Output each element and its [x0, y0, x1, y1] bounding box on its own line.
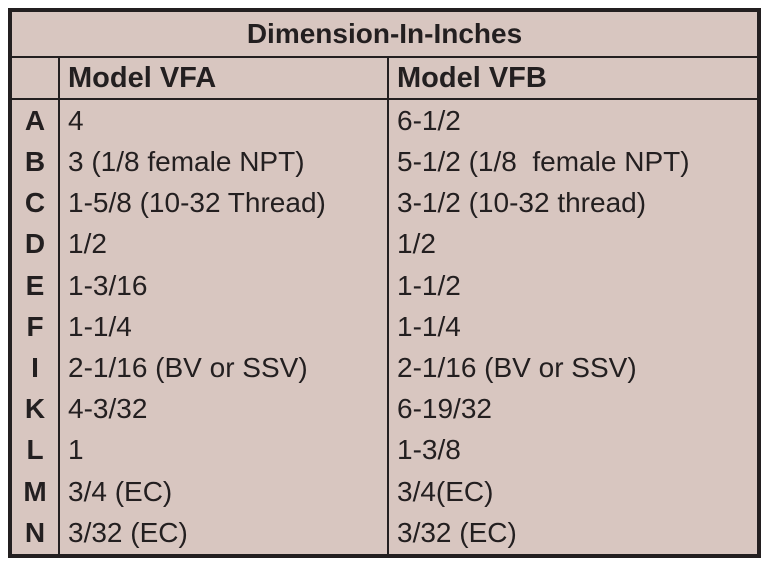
header-row: Model VFA Model VFB [9, 56, 760, 100]
table-row: A 4 6-1/2 [9, 99, 760, 142]
cell: 3-1/2 (10-32 thread) [387, 182, 760, 224]
row-key: B [9, 141, 60, 183]
row-key: K [9, 388, 60, 430]
cell: 3 (1/8 female NPT) [58, 141, 389, 183]
cell: 1-3/16 [58, 265, 389, 307]
row-key: C [9, 182, 60, 224]
title-row: Dimension-In-Inches [9, 9, 760, 58]
table-title: Dimension-In-Inches [9, 9, 760, 58]
table-row: F 1-1/4 1-1/4 [9, 306, 760, 348]
cell: 1-1/4 [58, 306, 389, 348]
row-key: D [9, 223, 60, 266]
table-row: E 1-3/16 1-1/2 [9, 265, 760, 307]
row-key: I [9, 347, 60, 389]
cell: 1-1/4 [387, 306, 760, 348]
table-body: A 4 6-1/2 B 3 (1/8 female NPT) 5-1/2 (1/8 fem… [9, 99, 760, 556]
header-blank [9, 56, 60, 100]
row-key: E [9, 265, 60, 307]
table-row: K 4-3/32 6-19/32 [9, 388, 760, 430]
cell: 6-1/2 [387, 99, 760, 142]
cell: 5-1/2 (1/8 female NPT) [387, 141, 760, 183]
dimension-table: Dimension-In-Inches Model VFA Model VFB A… [8, 8, 761, 558]
row-key: F [9, 306, 60, 348]
table-row: C 1-5/8 (10-32 Thread) 3-1/2 (10-32 thread… [9, 182, 760, 224]
cell: 1 [58, 429, 389, 471]
cell: 1-1/2 [387, 265, 760, 307]
table-row: L 1 1-3/8 [9, 429, 760, 471]
table-row: M 3/4 (EC) 3/4(EC) [9, 470, 760, 513]
cell: 2-1/16 (BV or SSV) [387, 347, 760, 389]
table-row: N 3/32 (EC) 3/32 (EC) [9, 512, 760, 556]
cell: 2-1/16 (BV or SSV) [58, 347, 389, 389]
table-row: D 1/2 1/2 [9, 223, 760, 266]
cell: 1/2 [58, 223, 389, 266]
table-row: I 2-1/16 (BV or SSV) 2-1/16 (BV or SSV) [9, 347, 760, 389]
cell: 3/32 (EC) [387, 512, 760, 556]
row-key: A [9, 99, 60, 142]
row-key: N [9, 512, 60, 556]
row-key: L [9, 429, 60, 471]
cell: 4 [58, 99, 389, 142]
row-key: M [9, 470, 60, 513]
cell: 3/32 (EC) [58, 512, 389, 556]
cell: 1-5/8 (10-32 Thread) [58, 182, 389, 224]
cell: 6-19/32 [387, 388, 760, 430]
cell: 4-3/32 [58, 388, 389, 430]
cell: 3/4(EC) [387, 470, 760, 513]
cell: 1/2 [387, 223, 760, 266]
cell: 1-3/8 [387, 429, 760, 471]
column-header: Model VFB [387, 56, 760, 100]
cell: 3/4 (EC) [58, 470, 389, 513]
column-header: Model VFA [58, 56, 389, 100]
